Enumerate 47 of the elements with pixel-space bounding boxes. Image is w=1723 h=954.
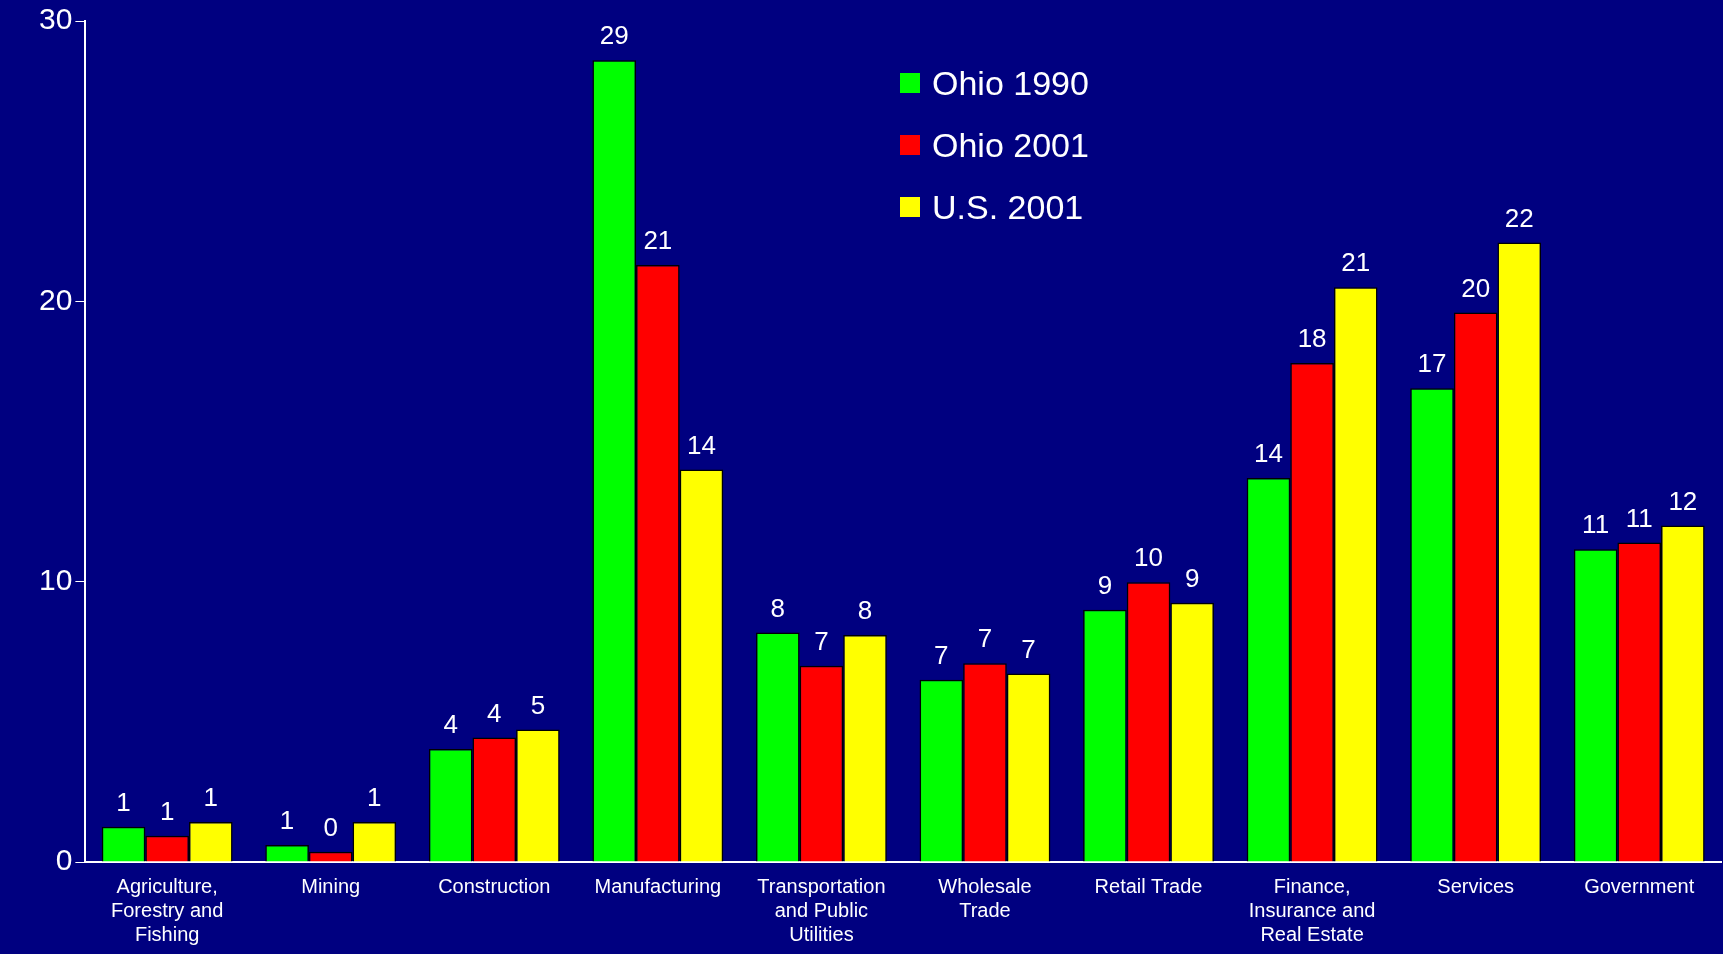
data-label: 5 [530,689,546,720]
data-label: 20 [1461,272,1491,303]
data-label: 18 [1297,323,1327,354]
data-label: 7 [977,623,993,654]
data-label: 10 [1134,542,1163,573]
y-tick-label: 0 [55,843,73,877]
data-label: 14 [1254,438,1283,469]
data-label: 7 [934,639,949,670]
data-label: 12 [1668,485,1698,516]
data-label: 4 [487,697,502,728]
x-tick-label: Agriculture, Forestry and Fishing [111,874,224,945]
x-tick-label: Retail Trade [1094,874,1203,897]
x-tick-label: Manufacturing [594,874,722,897]
data-label: 9 [1184,562,1200,593]
data-label: 1 [279,805,295,836]
x-tick-label: Construction [438,874,551,897]
y-tick-label: 20 [38,282,73,316]
data-label: 11 [1625,502,1653,533]
y-tick-label: 30 [38,2,73,36]
legend-label: Ohio 1990 [931,62,1089,104]
data-label: 22 [1504,202,1534,233]
legend-label: U.S. 2001 [931,186,1085,228]
data-label: 0 [323,811,338,842]
data-label: 14 [687,429,716,460]
data-label: 1 [203,782,218,813]
data-label: 1 [116,786,131,817]
data-label: 8 [770,592,786,623]
x-tick-label: Transportation and Public Utilities [757,874,886,945]
data-label: 9 [1097,569,1113,600]
data-label: 11 [1582,509,1610,540]
data-label: 17 [1417,348,1447,379]
data-label: 21 [643,225,673,256]
legend-label: Ohio 2001 [931,124,1089,166]
data-label: 1 [159,795,175,826]
data-label: 29 [599,20,629,51]
x-tick-label: Services [1437,874,1515,897]
x-tick-label: Wholesale Trade [938,874,1032,921]
x-tick-label: Finance, Insurance and Real Estate [1248,874,1376,945]
data-label: 7 [814,625,829,656]
data-label: 7 [1021,633,1036,664]
y-tick-label: 10 [38,562,73,596]
data-label: 21 [1341,247,1371,278]
data-label: 1 [367,782,382,813]
x-tick-label: Mining [301,874,361,897]
data-label: 4 [443,709,458,740]
data-label: 8 [857,595,873,626]
x-tick-label: Government [1584,874,1695,897]
